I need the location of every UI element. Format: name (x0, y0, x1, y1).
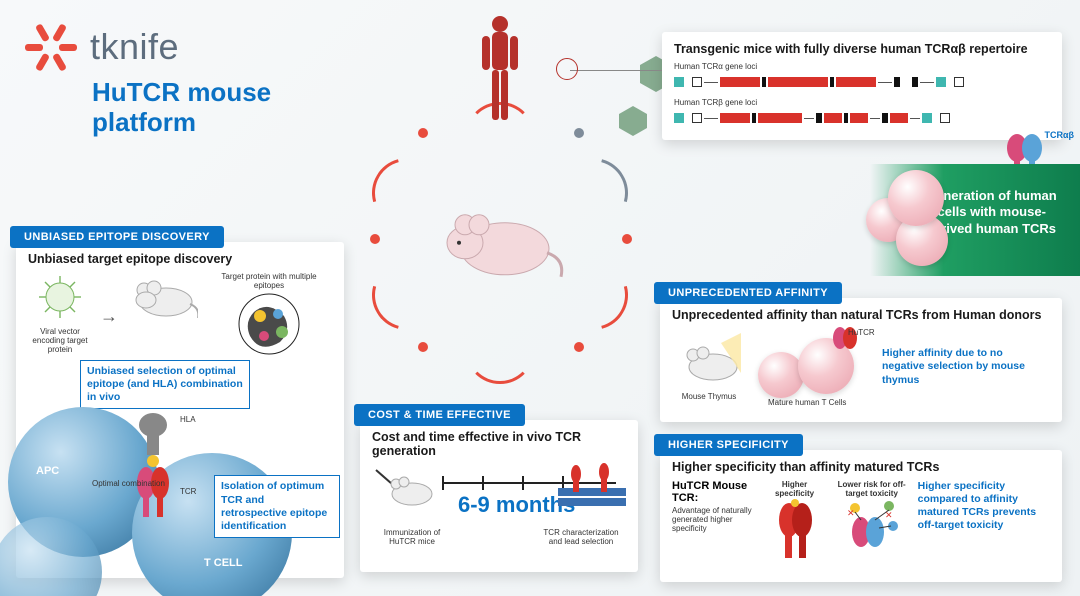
subtitle-line2: platform (92, 107, 196, 137)
affinity-title: Unprecedented affinity than natural TCRs… (672, 308, 1050, 322)
spec-left-sub: Advantage of naturally generated higher … (672, 506, 753, 534)
page-subtitle: HuTCR mouse platform (92, 78, 271, 138)
immunize-label: Immunization of HuTCR mice (372, 528, 452, 546)
thymus-label: Mouse Thymus (672, 392, 746, 401)
spec-mid1: Higher specificity (763, 480, 825, 498)
beta-locus-label: Human TCRβ gene loci (674, 98, 1050, 107)
char-label: TCR characterization and lead selection (536, 528, 626, 546)
panel-epitope: UNBIASED EPITOPE DISCOVERY Unbiased targ… (16, 242, 344, 578)
mouse-small-icon (126, 272, 198, 320)
virus-icon (616, 104, 650, 138)
panel-green-generation: Generation of human T cells with mouse-d… (870, 164, 1080, 276)
connector-line (570, 70, 662, 71)
alpha-locus (674, 74, 1050, 90)
membrane-tcr-icon (558, 458, 626, 512)
cost-title: Cost and time effective in vivo TCR gene… (372, 430, 626, 458)
specificity-tag: HIGHER SPECIFICITY (654, 434, 803, 456)
svg-text:✕: ✕ (885, 510, 893, 520)
target-protein-label: Target protein with multiple epitopes (206, 272, 332, 290)
epitope-title: Unbiased target epitope discovery (28, 252, 332, 266)
cost-tag: COST & TIME EFFECTIVE (354, 404, 525, 426)
hutcr-label: HuTCR (848, 328, 875, 337)
panel-transgenic: Transgenic mice with fully diverse human… (662, 32, 1062, 140)
transgenic-title: Transgenic mice with fully diverse human… (674, 42, 1050, 56)
tcrab-label: TCRαβ (1044, 130, 1074, 140)
thymus-mouse-icon (677, 333, 741, 387)
tcell-label: T CELL (204, 557, 243, 569)
panel-affinity: UNPRECEDENTED AFFINITY Unprecedented aff… (660, 298, 1062, 422)
mature-label: Mature human T Cells (768, 398, 846, 407)
immunize-mouse-icon (372, 464, 438, 510)
alpha-locus-label: Human TCRα gene loci (674, 62, 1050, 71)
logo-mark (20, 18, 78, 76)
beta-locus (674, 110, 1050, 126)
apc-label: APC (36, 465, 59, 477)
mouse-icon (435, 197, 565, 287)
human-highlight-circle (556, 58, 578, 80)
human-icon (472, 14, 528, 134)
panel-cost: COST & TIME EFFECTIVE Cost and time effe… (360, 420, 638, 572)
optimal-label: Optimal combination (92, 479, 165, 488)
hla-label: HLA (180, 415, 196, 424)
spec-mid2: Lower risk for off-target toxicity (836, 480, 908, 498)
affinity-callout: Higher affinity due to no negative selec… (882, 347, 1032, 386)
affinity-tag: UNPRECEDENTED AFFINITY (654, 282, 842, 304)
specificity-title: Higher specificity than affinity matured… (672, 460, 1050, 474)
hla-tcr-complex-icon (128, 411, 178, 521)
tcr-label: TCR (180, 487, 196, 496)
apc-tcell-scene: APC T CELL HLA Optimal combination TCR I… (28, 367, 332, 563)
spec-callout: Higher specificity compared to affinity … (918, 480, 1050, 533)
viral-label: Viral vector encoding target protein (28, 327, 92, 355)
cost-timeline: 6-9 months (372, 464, 626, 524)
brand-logo: tknife (20, 18, 179, 76)
brand-name: tknife (90, 26, 179, 68)
central-hub (370, 110, 630, 370)
panel-specificity: HIGHER SPECIFICITY Higher specificity th… (660, 450, 1062, 582)
svg-text:✕: ✕ (847, 508, 855, 518)
spec-left-head: HuTCR Mouse TCR: (672, 480, 753, 504)
off-target-icon: ✕ ✕ (845, 498, 899, 558)
epitope-blob-icon (230, 292, 308, 356)
viral-vector-icon (35, 272, 85, 322)
subtitle-line1: HuTCR mouse (92, 77, 271, 107)
tcr-red-icon (775, 498, 815, 562)
epitope-callout2: Isolation of optimum TCR and retrospecti… (214, 475, 340, 538)
epitope-tag: UNBIASED EPITOPE DISCOVERY (10, 226, 224, 248)
